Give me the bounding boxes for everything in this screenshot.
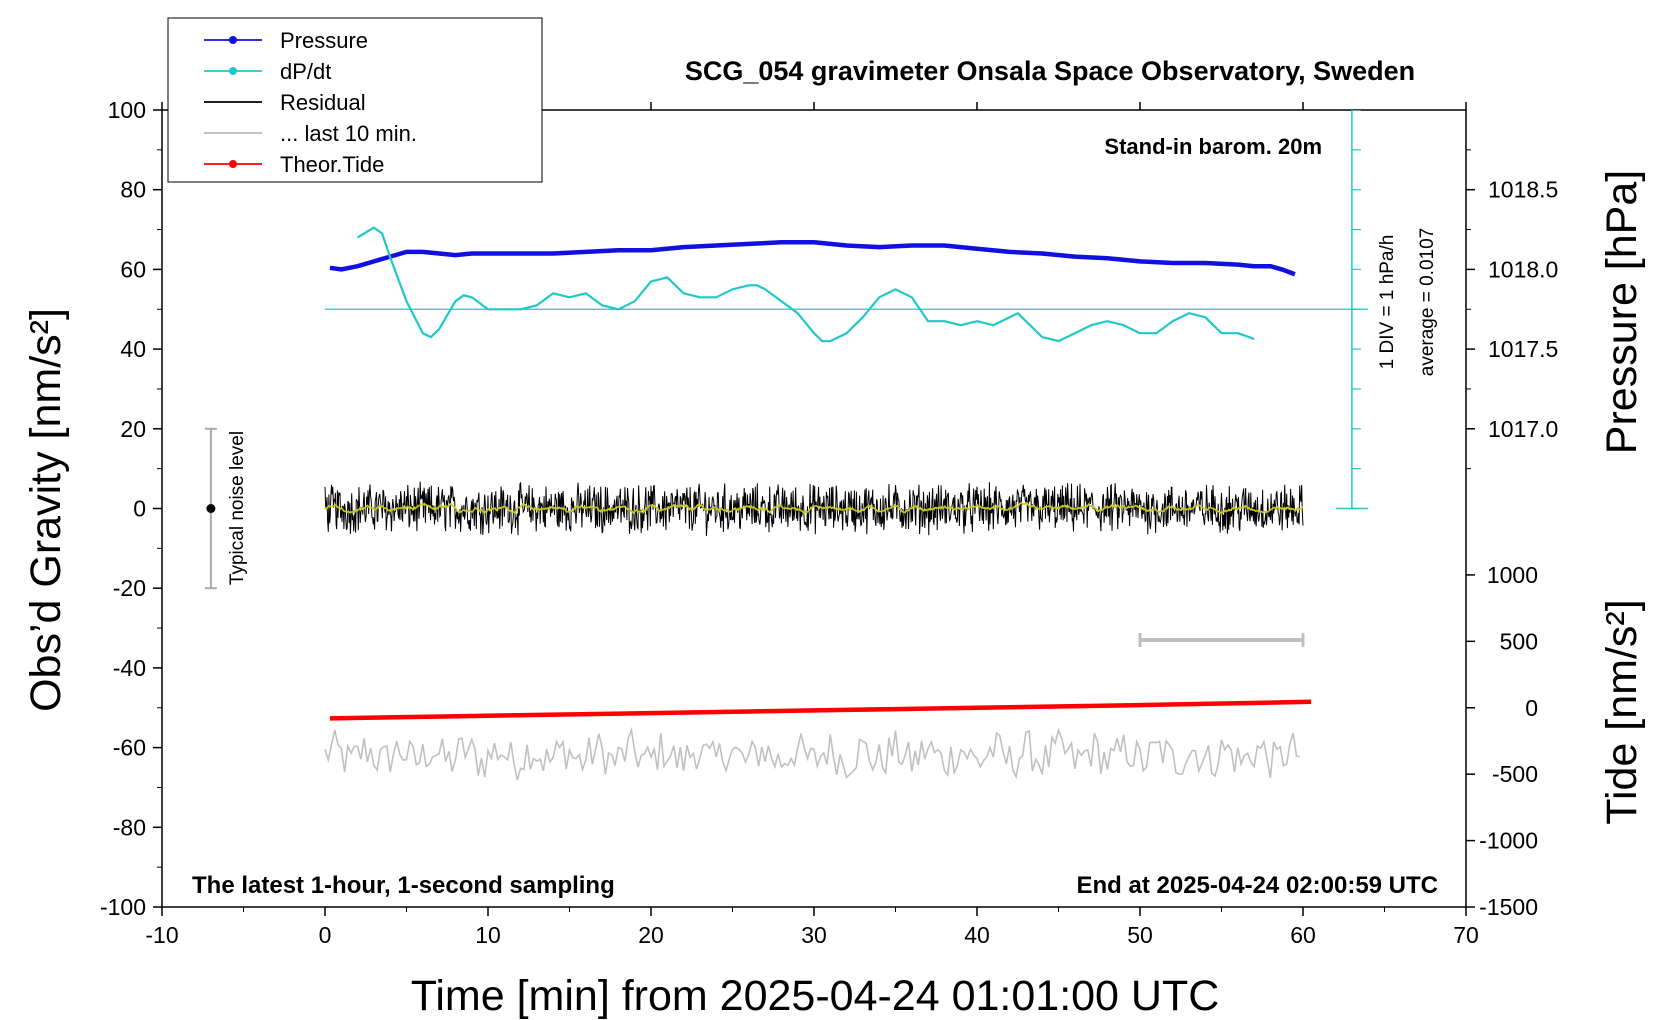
tide-line xyxy=(329,699,1312,721)
noise-note: Typical noise level xyxy=(227,431,248,585)
legend-marker xyxy=(229,36,237,44)
x-axis-label: Time [min] from 2025-04-24 01:01:00 UTC xyxy=(411,972,1220,1020)
pressure-tick-label: 1017.0 xyxy=(1488,416,1558,442)
y-tick-label: -100 xyxy=(100,894,146,920)
y-tick-label: 60 xyxy=(120,256,146,282)
last-10min-line xyxy=(324,726,1300,781)
barometer-note: Stand-in barom. 20m xyxy=(1104,134,1322,159)
x-tick-label: 20 xyxy=(638,922,664,948)
end-note: End at 2025-04-24 02:00:59 UTC xyxy=(1077,872,1439,899)
tide-tick-label: 1000 xyxy=(1487,562,1538,588)
legend-label: ... last 10 min. xyxy=(280,121,417,146)
x-tick-label: 0 xyxy=(319,922,332,948)
pressure-line xyxy=(329,240,1296,277)
legend-label: Residual xyxy=(280,90,366,115)
legend-marker xyxy=(229,160,237,168)
y-tick-label: 80 xyxy=(120,177,146,203)
y-axis-label-tide: Tide [nm/s²] xyxy=(1598,599,1646,824)
latest-note: The latest 1-hour, 1-second sampling xyxy=(192,872,615,899)
y-tick-label: 100 xyxy=(108,97,146,123)
x-tick-label: 30 xyxy=(801,922,827,948)
dpdt-line xyxy=(357,226,1255,343)
y-tick-label: 20 xyxy=(120,416,146,442)
legend: Pressure dP/dt Residual ... last 10 min. The… xyxy=(167,17,543,183)
pressure-tick-label: 1017.5 xyxy=(1488,336,1558,362)
noise-center-dot xyxy=(206,504,216,513)
y-axis-label-pressure: Pressure [hPa] xyxy=(1598,170,1646,454)
chart-title: SCG_054 gravimeter Onsala Space Observat… xyxy=(685,56,1415,86)
tide-tick-label: 500 xyxy=(1500,628,1538,654)
legend-label: Theor.Tide xyxy=(280,152,384,177)
average-note: average = 0.0107 xyxy=(1417,228,1438,376)
x-tick-label: -10 xyxy=(145,922,178,948)
y-tick-label: -80 xyxy=(113,814,146,840)
pressure-tick-label: 1018.5 xyxy=(1488,177,1558,203)
legend-label: dP/dt xyxy=(280,59,331,84)
scale-note: 1 DIV = 1 hPa/h xyxy=(1377,235,1398,370)
x-tick-label: 60 xyxy=(1290,922,1316,948)
residual-smoothed-line xyxy=(324,502,1304,515)
plot-series xyxy=(204,110,1369,781)
y-tick-label: -40 xyxy=(113,655,146,681)
x-tick-label: 70 xyxy=(1453,922,1479,948)
y-tick-label: -20 xyxy=(113,575,146,601)
legend-label: Pressure xyxy=(280,28,368,53)
tide-tick-label: -500 xyxy=(1492,761,1538,787)
plot-elements: -10 0 10 20 30 40 50 60 70100806040200-20-40-60-… xyxy=(100,97,1558,948)
x-tick-label: 50 xyxy=(1127,922,1153,948)
y-tick-label: -60 xyxy=(113,735,146,761)
y-tick-label: 40 xyxy=(120,336,146,362)
pressure-tick-label: 1018.0 xyxy=(1488,256,1558,282)
x-tick-label: 40 xyxy=(964,922,990,948)
tide-tick-label: -1500 xyxy=(1479,894,1538,920)
tide-tick-label: 0 xyxy=(1525,695,1538,721)
x-tick-label: 10 xyxy=(475,922,501,948)
legend-marker xyxy=(229,67,237,75)
residual-line xyxy=(324,481,1304,536)
tide-tick-label: -1000 xyxy=(1479,828,1538,854)
y-tick-label: 0 xyxy=(133,496,146,522)
y-axis-label-left: Obs’d Gravity [nm/s²] xyxy=(22,308,70,712)
